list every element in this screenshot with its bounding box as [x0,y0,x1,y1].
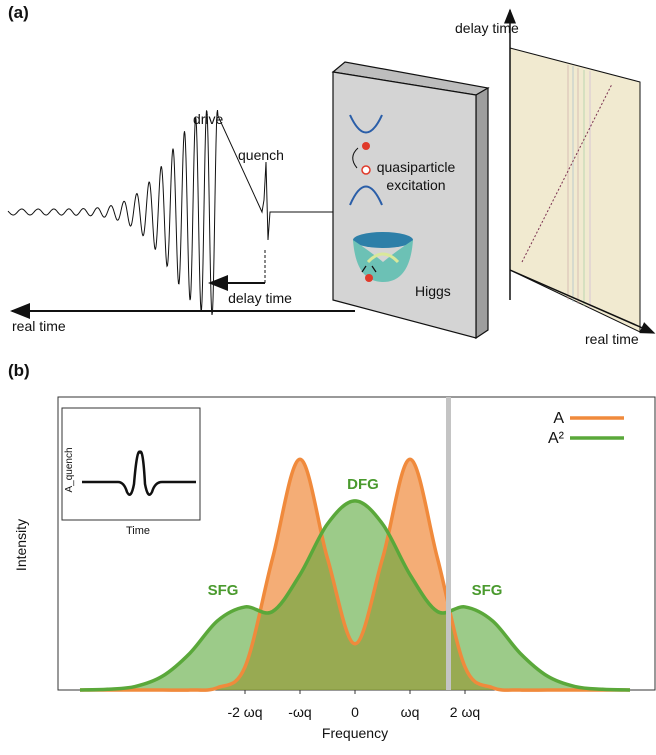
higgs-label: Higgs [415,283,451,299]
real-time-label: real time [12,318,66,334]
annotation: SFG [208,582,239,599]
panel-label: (b) [8,361,30,380]
drive-wave [7,110,350,315]
panel-label: (a) [8,3,29,22]
x-tick-label: ωq [401,704,420,720]
legend-label: A [553,410,564,427]
inset-y-label: A_quench [64,447,75,492]
response-map [509,47,641,333]
quench-label: quench [238,147,284,163]
inset-pulse [82,450,196,496]
band-icon [349,114,383,206]
y-axis-label: Intensity [13,519,29,571]
series-line [79,457,630,692]
hole [361,165,371,175]
annotation: SFG [472,582,503,599]
map-y-label: delay time [455,20,519,36]
inset-frame [61,407,201,521]
higgs-icon [353,232,413,282]
x-axis-label: Frequency [322,725,388,741]
map-x-axis [509,269,656,334]
map-stripes [567,65,591,308]
map-diagonal [521,83,613,263]
series-line [79,499,631,692]
legend-label: A² [548,430,565,447]
x-tick-label: -ωq [288,704,311,720]
annotation: DFG [347,476,379,493]
inset-x-label: Time [126,525,150,537]
x-tick-label: 2 ωq [450,704,480,720]
x-tick-label: 0 [351,704,359,720]
area-fill [80,500,630,690]
map-x-label: real time [585,331,639,347]
electron [362,142,370,150]
qp-label: quasiparticle [377,159,456,175]
qp-label: excitation [386,177,445,193]
x-tick-label: -2 ωq [227,704,262,720]
slab [331,61,490,340]
delay-label: delay time [228,290,292,306]
drive-label: drive [193,111,224,127]
